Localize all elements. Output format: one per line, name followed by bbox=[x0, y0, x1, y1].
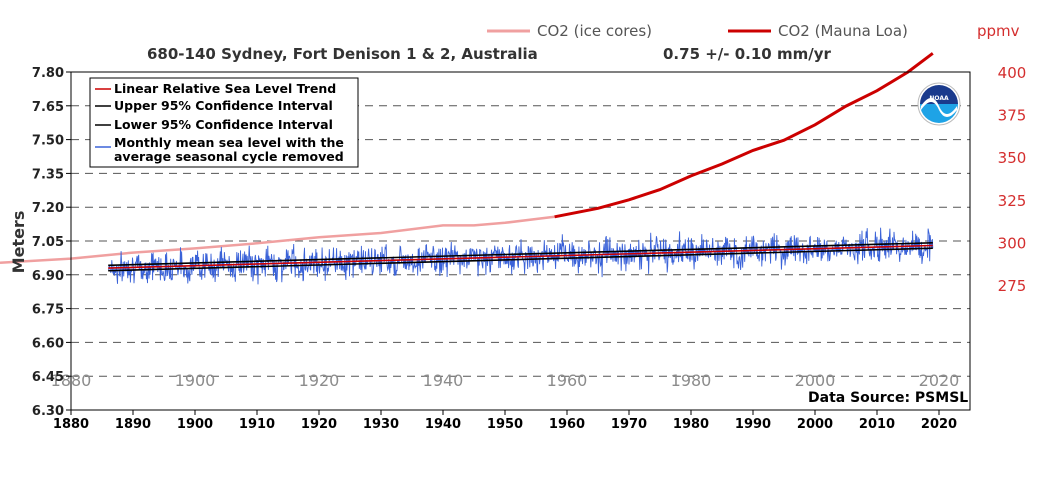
y-tick-label: 7.05 bbox=[32, 235, 64, 250]
x-tick-label: 1910 bbox=[239, 417, 275, 432]
x-tick-label: 1990 bbox=[735, 417, 771, 432]
co2-x-tick-label: 2020 bbox=[919, 371, 960, 390]
x-tick-label: 1900 bbox=[177, 417, 213, 432]
lower-confidence-line bbox=[108, 247, 933, 272]
x-tick-label: 1970 bbox=[611, 417, 647, 432]
x-tick-label: 1950 bbox=[487, 417, 523, 432]
legend-upper-label: Upper 95% Confidence Interval bbox=[114, 98, 333, 113]
y-tick-label: 7.35 bbox=[32, 167, 64, 182]
upper-confidence-line bbox=[108, 242, 933, 267]
x-tick-label: 1930 bbox=[363, 417, 399, 432]
x-tick-label: 1890 bbox=[115, 417, 151, 432]
y-tick-label: 7.80 bbox=[32, 66, 64, 81]
linear-trend-line bbox=[108, 244, 933, 269]
svg-text:NOAA: NOAA bbox=[929, 95, 949, 102]
x-tick-label: 1980 bbox=[673, 417, 709, 432]
trend-rate-label: 0.75 +/- 0.10 mm/yr bbox=[663, 45, 831, 63]
co2-series bbox=[0, 52, 934, 265]
co2-axis: 275 300 325 350 375 400 bbox=[998, 64, 1027, 295]
y-tick-label: 6.30 bbox=[32, 404, 64, 419]
co2-mauna-legend-label: CO2 (Mauna Loa) bbox=[778, 22, 908, 40]
x-tick-label: 1920 bbox=[301, 417, 337, 432]
x-tick-label: 2020 bbox=[921, 417, 957, 432]
y-tick-label: 6.60 bbox=[32, 336, 64, 351]
co2-ice-legend-label: CO2 (ice cores) bbox=[537, 22, 652, 40]
co2-x-tick-label: 1940 bbox=[423, 371, 464, 390]
co2-unit-label: ppmv bbox=[977, 22, 1020, 40]
y-tick-label: 6.90 bbox=[32, 269, 64, 284]
x-tick-label: 1880 bbox=[53, 417, 89, 432]
co2-x-tick-label: 1960 bbox=[547, 371, 588, 390]
co2-x-tick-label: 1900 bbox=[175, 371, 216, 390]
co2-tick-label: 400 bbox=[998, 64, 1027, 82]
x-tick-label: 2010 bbox=[859, 417, 895, 432]
co2-tick-label: 375 bbox=[998, 107, 1027, 125]
co2-ice-cores-line bbox=[0, 215, 555, 265]
legend-monthly-label-2: average seasonal cycle removed bbox=[114, 149, 344, 164]
legend-box bbox=[89, 77, 359, 168]
noaa-logo-icon: NOAA bbox=[917, 82, 961, 126]
co2-tick-label: 325 bbox=[998, 192, 1027, 210]
legend-monthly-label: Monthly mean sea level with the bbox=[114, 135, 344, 150]
x-tick-label: 1940 bbox=[425, 417, 461, 432]
co2-tick-label: 275 bbox=[998, 277, 1027, 295]
x-tick-label: 2000 bbox=[797, 417, 833, 432]
x-tick-label: 1960 bbox=[549, 417, 585, 432]
legend: Linear Relative Sea Level Trend Upper 95… bbox=[89, 77, 359, 168]
y-axis: 6.30 6.45 6.60 6.75 6.90 7.05 7.20 7.35 7.50 7.65… bbox=[32, 66, 71, 419]
legend-lower-label: Lower 95% Confidence Interval bbox=[114, 117, 333, 132]
y-tick-label: 6.75 bbox=[32, 303, 64, 318]
x-axis: 1880 1890 1900 1910 1920 1930 1940 1950 1960 1970… bbox=[53, 410, 957, 432]
y-tick-label: 7.65 bbox=[32, 100, 64, 115]
y-tick-label: 7.50 bbox=[32, 134, 64, 149]
trend-lines bbox=[108, 242, 933, 272]
legend-trend-label: Linear Relative Sea Level Trend bbox=[114, 81, 336, 96]
co2-tick-label: 300 bbox=[998, 234, 1027, 252]
co2-x-tick-label: 1980 bbox=[671, 371, 712, 390]
chart-title: 680-140 Sydney, Fort Denison 1 & 2, Aust… bbox=[147, 45, 538, 63]
y-tick-label: 7.20 bbox=[32, 201, 64, 216]
co2-tick-label: 350 bbox=[998, 149, 1027, 167]
y-tick-label: 6.45 bbox=[32, 370, 64, 385]
co2-mauna-loa-line bbox=[554, 52, 934, 219]
co2-x-tick-label: 2000 bbox=[795, 371, 836, 390]
co2-legend: CO2 (ice cores) CO2 (Mauna Loa) ppmv bbox=[487, 22, 1020, 40]
gridlines bbox=[71, 105, 970, 377]
data-source-label: Data Source: PSMSL bbox=[808, 390, 968, 406]
y-axis-label: Meters bbox=[9, 211, 28, 274]
co2-x-tick-label: 1920 bbox=[299, 371, 340, 390]
